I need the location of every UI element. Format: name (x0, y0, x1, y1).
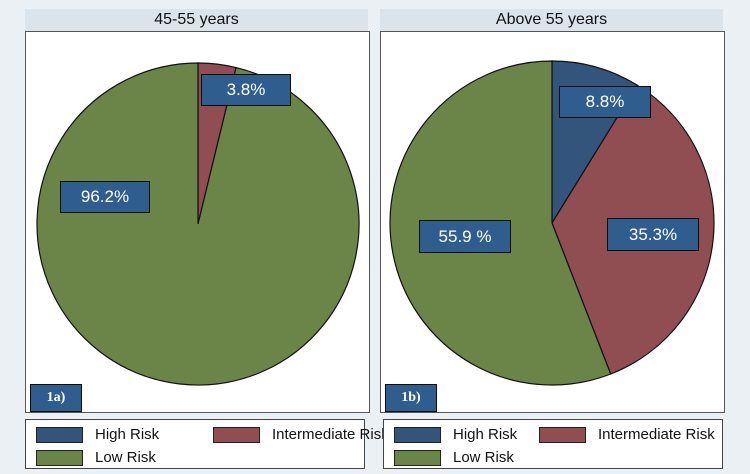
pie-1b-intermediate-label: 35.3% (607, 218, 699, 251)
pie-1a-low-label: 96.2% (60, 181, 150, 213)
pie-1b-low-label: 55.9 % (419, 220, 511, 253)
legend-1a-low-risk-swatch (36, 449, 83, 466)
pie-1b-high-label: 8.8% (559, 86, 651, 118)
legend-1a-intermediate-risk: Intermediate Risk (213, 426, 389, 443)
legend-1a-low-risk-label: Low Risk (95, 449, 156, 466)
pie-1a-intermediate-label: 3.8% (201, 74, 291, 106)
panel-1b-legend: High Risk Intermediate Risk Low Risk (383, 419, 723, 469)
legend-1b-intermediate-risk: Intermediate Risk (539, 426, 715, 443)
legend-1b-low-risk-swatch (394, 449, 441, 466)
legend-1b-high-risk: High Risk (394, 426, 517, 443)
legend-1a-intermediate-risk-swatch (213, 426, 260, 443)
legend-1a-intermediate-risk-label: Intermediate Risk (272, 426, 389, 443)
legend-1a-high-risk: High Risk (36, 426, 159, 443)
legend-1b-high-risk-swatch (394, 426, 441, 443)
panel-1b-tag: 1b) (385, 384, 437, 412)
legend-1b-low-risk: Low Risk (394, 449, 514, 466)
legend-1a-high-risk-label: High Risk (95, 426, 160, 443)
legend-1b-high-risk-label: High Risk (453, 426, 518, 443)
panel-1a-pie (36, 62, 360, 386)
panel-1a-legend: High Risk Intermediate Risk Low Risk (25, 419, 389, 469)
legend-1b-low-risk-label: Low Risk (453, 449, 514, 466)
panel-1a-plot: 3.8% 96.2% 1a) (25, 31, 370, 413)
pie-slice-low-risk (36, 62, 360, 386)
panel-1a-tag: 1a) (30, 384, 82, 412)
legend-1b-intermediate-risk-label: Intermediate Risk (598, 426, 715, 443)
panel-1b-plot: 8.8% 35.3% 55.9 % 1b) (380, 31, 725, 413)
panel-1a-title: 45-55 years (25, 9, 368, 31)
legend-1b-intermediate-risk-swatch (539, 426, 586, 443)
legend-1a-high-risk-swatch (36, 426, 83, 443)
legend-1a-low-risk: Low Risk (36, 449, 156, 466)
panel-1b-title: Above 55 years (380, 9, 723, 31)
